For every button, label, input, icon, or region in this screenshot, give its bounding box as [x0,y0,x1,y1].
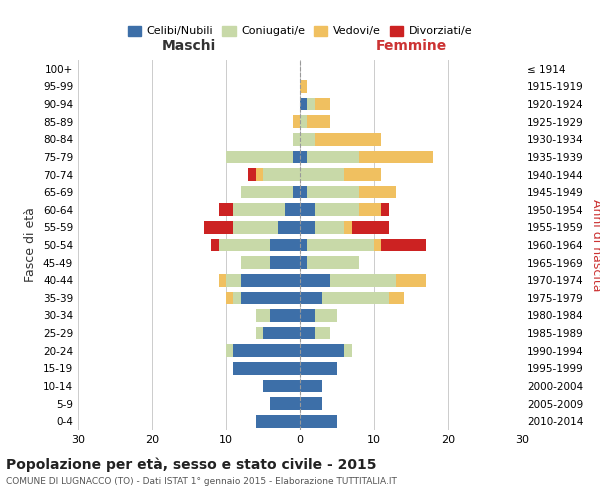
Bar [307,116,329,128]
Bar [382,204,389,216]
Bar [307,238,374,252]
Bar [293,116,300,128]
Bar [396,274,426,286]
Bar [300,309,315,322]
Bar [359,186,396,198]
Bar [256,309,271,322]
Bar [271,256,300,269]
Bar [315,221,344,234]
Bar [307,186,359,198]
Bar [218,274,226,286]
Bar [344,221,352,234]
Bar [389,292,404,304]
Text: Femmine: Femmine [376,39,446,53]
Bar [263,168,300,181]
Bar [300,256,307,269]
Bar [300,397,322,410]
Bar [241,256,271,269]
Bar [241,292,300,304]
Bar [256,168,263,181]
Bar [233,344,300,357]
Bar [241,274,300,286]
Bar [278,221,300,234]
Text: Popolazione per età, sesso e stato civile - 2015: Popolazione per età, sesso e stato civil… [6,458,377,472]
Bar [329,274,396,286]
Bar [293,186,300,198]
Bar [271,238,300,252]
Bar [315,204,359,216]
Bar [359,150,433,163]
Bar [300,292,322,304]
Bar [300,274,329,286]
Bar [300,380,322,392]
Bar [300,238,307,252]
Bar [307,150,359,163]
Bar [352,221,389,234]
Bar [300,80,307,93]
Bar [300,98,307,110]
Bar [218,238,271,252]
Bar [315,327,329,340]
Bar [300,327,315,340]
Bar [300,116,307,128]
Bar [285,204,300,216]
Y-axis label: Anni di nascita: Anni di nascita [590,198,600,291]
Y-axis label: Fasce di età: Fasce di età [25,208,37,282]
Bar [226,274,241,286]
Legend: Celibi/Nubili, Coniugati/e, Vedovi/e, Divorziati/e: Celibi/Nubili, Coniugati/e, Vedovi/e, Di… [124,21,476,41]
Bar [263,327,300,340]
Bar [248,168,256,181]
Text: COMUNE DI LUGNACCO (TO) - Dati ISTAT 1° gennaio 2015 - Elaborazione TUTTITALIA.I: COMUNE DI LUGNACCO (TO) - Dati ISTAT 1° … [6,478,397,486]
Bar [226,292,233,304]
Bar [271,397,300,410]
Bar [300,344,344,357]
Bar [315,98,329,110]
Bar [204,221,233,234]
Bar [300,133,315,145]
Bar [226,150,293,163]
Bar [293,150,300,163]
Bar [241,186,293,198]
Bar [322,292,389,304]
Bar [344,344,352,357]
Bar [300,186,307,198]
Bar [374,238,382,252]
Bar [315,309,337,322]
Bar [211,238,218,252]
Bar [315,133,382,145]
Bar [256,415,300,428]
Bar [307,256,359,269]
Bar [300,150,307,163]
Bar [233,221,278,234]
Bar [271,309,300,322]
Bar [300,168,344,181]
Bar [359,204,382,216]
Bar [382,238,426,252]
Bar [344,168,382,181]
Bar [300,221,315,234]
Bar [256,327,263,340]
Bar [300,415,337,428]
Text: Maschi: Maschi [162,39,216,53]
Bar [233,292,241,304]
Bar [233,362,300,374]
Bar [300,362,337,374]
Bar [233,204,285,216]
Bar [263,380,300,392]
Bar [218,204,233,216]
Bar [226,344,233,357]
Bar [293,133,300,145]
Bar [300,204,315,216]
Bar [307,98,315,110]
